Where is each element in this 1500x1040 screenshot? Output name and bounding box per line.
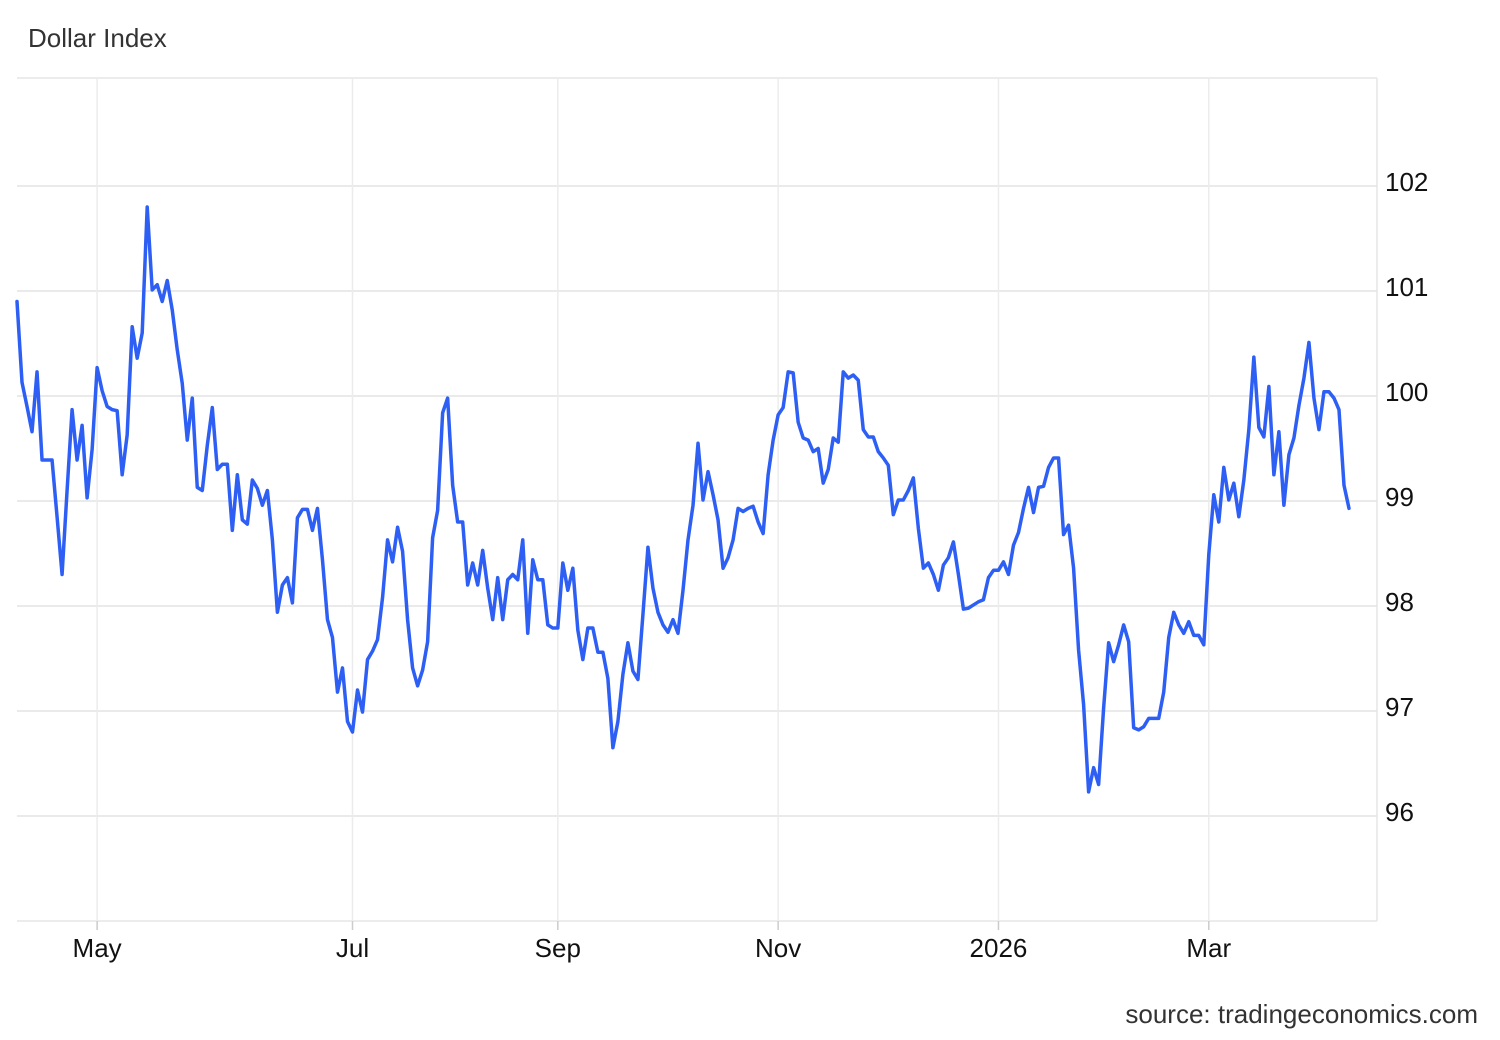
- x-tick-label: May: [73, 933, 122, 963]
- x-tick-label: Sep: [535, 933, 581, 963]
- x-tick-label: Mar: [1186, 933, 1231, 963]
- y-tick-label: 100: [1385, 377, 1428, 407]
- y-tick-label: 98: [1385, 587, 1414, 617]
- y-tick-label: 101: [1385, 272, 1428, 302]
- source: source: tradingeconomics.com: [1125, 999, 1478, 1029]
- chart-title: Dollar Index: [28, 23, 167, 53]
- x-tick-label: Nov: [755, 933, 801, 963]
- y-tick-label: 96: [1385, 797, 1414, 827]
- y-tick-label: 99: [1385, 482, 1414, 512]
- y-tick-label: 97: [1385, 692, 1414, 722]
- data-line: [15, 205, 1351, 794]
- x-tick-label: Jul: [336, 933, 369, 963]
- x-tick-label: 2026: [970, 933, 1028, 963]
- y-tick-label: 102: [1385, 167, 1428, 197]
